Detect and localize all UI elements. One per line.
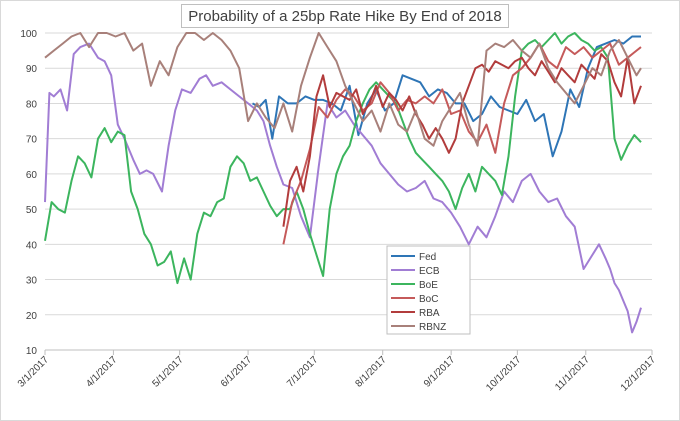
legend-label-rba: RBA [419,308,440,319]
x-tick-label: 7/1/2017 [285,354,321,390]
y-tick-label: 10 [26,346,38,357]
y-tick-label: 80 [26,99,38,110]
legend-label-boe: BoE [419,280,438,291]
series-line-ecb [44,42,642,334]
y-tick-label: 20 [26,311,38,322]
legend-label-rbnz: RBNZ [419,322,446,333]
y-tick-label: 100 [20,29,37,40]
chart-title: Probability of a 25bp Rate Hike By End o… [181,4,509,28]
legend-label-boc: BoC [419,294,438,305]
x-tick-label: 8/1/2017 [354,354,390,390]
legend-label-ecb: ECB [419,266,440,277]
y-tick-label: 40 [26,240,38,251]
x-tick-label: 4/1/2017 [84,354,120,390]
x-tick-label: 5/1/2017 [150,354,186,390]
legend-box [386,245,471,335]
y-tick-label: 50 [26,205,38,216]
x-tick-label: 3/1/2017 [16,354,52,390]
series-line-boe [44,32,642,285]
y-tick-label: 90 [26,64,38,75]
series-line-rbnz [44,32,642,147]
y-tick-label: 70 [26,135,38,146]
x-tick-label: 6/1/2017 [219,354,255,390]
x-tick-label: 11/1/2017 [553,354,592,393]
series-line-boc [282,42,642,245]
x-tick-label: 12/1/2017 [619,354,659,394]
y-tick-label: 60 [26,170,38,181]
x-tick-label: 9/1/2017 [422,354,458,390]
x-tick-label: 10/1/2017 [484,354,524,394]
y-tick-label: 30 [26,276,38,287]
legend-label-fed: Fed [419,252,436,263]
